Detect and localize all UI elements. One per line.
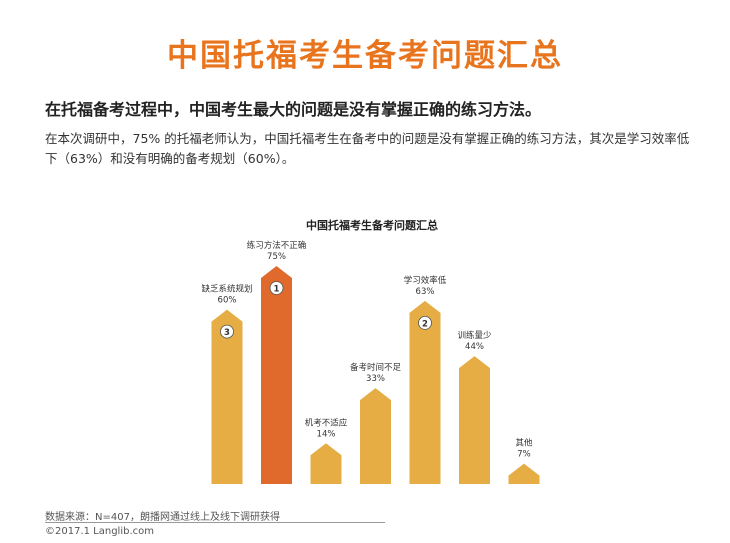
value-label: 60% (218, 296, 237, 306)
value-label: 63% (416, 287, 435, 297)
rank-number: 3 (224, 328, 230, 338)
category-label: 备考时间不足 (350, 362, 402, 373)
footer-divider (45, 522, 385, 523)
value-label: 33% (366, 374, 385, 384)
category-label: 机考不适应 (305, 417, 348, 428)
value-label: 14% (317, 429, 336, 439)
rank-badge: 1 (269, 281, 284, 295)
bar-6 (459, 356, 490, 484)
page-description: 在本次调研中，75% 的托福老师认为，中国托福考生在备考中的问题是没有掌握正确的… (45, 131, 690, 166)
value-label: 44% (465, 342, 484, 352)
copyright-text: ©2017.1 Langlib.com (45, 526, 154, 537)
rank-badge: 2 (418, 315, 432, 330)
bar-1 (211, 309, 243, 484)
category-label: 其他 (515, 438, 533, 449)
bar-4 (360, 388, 391, 484)
category-label: 练习方法不正确 (247, 240, 307, 251)
category-label: 缺乏系统规划 (201, 284, 252, 295)
rank-number: 1 (274, 285, 280, 295)
data-source-note: 数据来源：N=407，朗播网通过线上及线下调研获得 (45, 512, 280, 523)
category-label: 训练量少 (457, 330, 492, 341)
bar-5 (409, 300, 441, 484)
rank-number: 2 (422, 319, 428, 329)
rank-badge: 3 (220, 324, 234, 339)
bar-2 (261, 266, 292, 484)
page-title: 中国托福考生备考问题汇总 (167, 38, 563, 74)
value-label: 7% (517, 450, 531, 460)
value-label: 75% (267, 252, 286, 262)
bar-3 (310, 443, 342, 484)
page-subtitle: 在托福备考过程中，中国考生最大的问题是没有掌握正确的练习方法。 (45, 100, 542, 119)
category-label: 学习效率低 (404, 275, 447, 286)
bar-7 (508, 463, 540, 484)
chart-title: 中国托福考生备考问题汇总 (306, 218, 438, 232)
